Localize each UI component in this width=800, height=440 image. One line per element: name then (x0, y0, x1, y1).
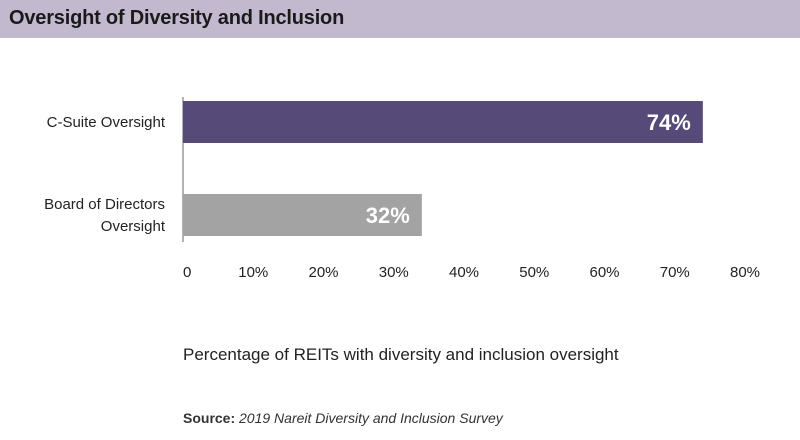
bar (183, 101, 703, 143)
source-label: Source: (183, 410, 236, 426)
x-tick-label: 70% (660, 264, 690, 281)
x-tick-label: 30% (379, 264, 409, 281)
x-axis-caption: Percentage of REITs with diversity and i… (183, 345, 619, 364)
source-note: Source: 2019 Nareit Diversity and Inclus… (183, 410, 503, 426)
category-label: Board of Directors (44, 196, 165, 213)
x-tick-label: 80% (730, 264, 760, 281)
x-tick-label: 50% (519, 264, 549, 281)
bar-value-label: 74% (647, 110, 691, 135)
x-tick-label: 60% (589, 264, 619, 281)
x-tick-label: 10% (238, 264, 268, 281)
source-text: 2019 Nareit Diversity and Inclusion Surv… (239, 410, 503, 426)
x-tick-label: 20% (308, 264, 338, 281)
bar-value-label: 32% (366, 203, 410, 228)
bar-chart: 74% C-Suite Oversight 32% Board of Director… (44, 97, 760, 281)
page-title: Oversight of Diversity and Inclusion (9, 7, 345, 29)
header-bar: Oversight of Diversity and Inclusion (0, 0, 800, 38)
bar (183, 194, 422, 236)
category-label: C-Suite Oversight (47, 114, 166, 131)
category-label: Oversight (101, 218, 166, 235)
x-tick-label: 0 (183, 264, 191, 281)
x-tick-label: 40% (449, 264, 479, 281)
